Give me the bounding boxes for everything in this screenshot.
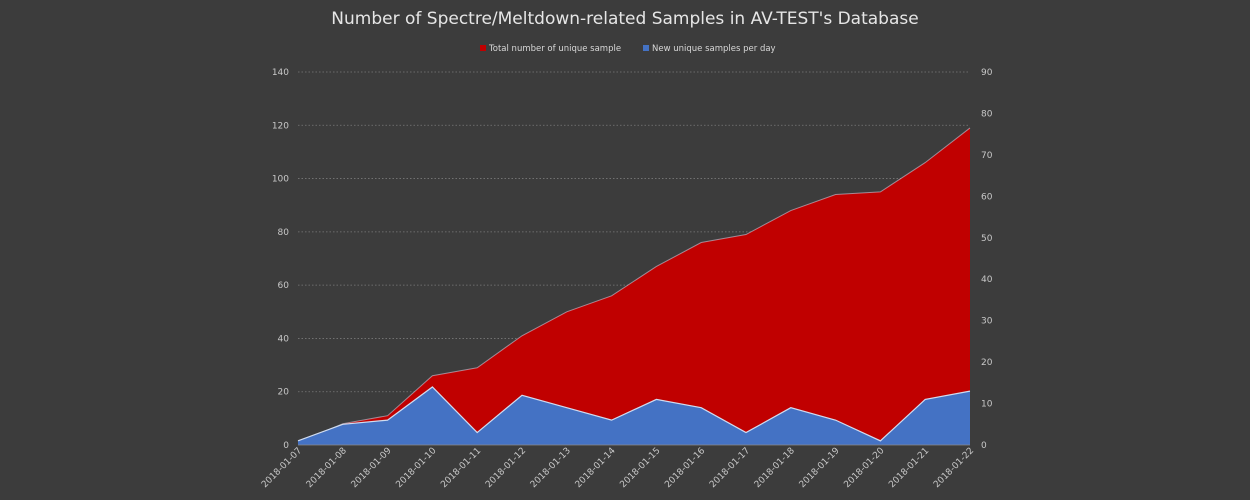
right-tick-label: 70 (981, 151, 993, 161)
x-tick-label: 2018-01-18 (753, 446, 797, 490)
x-tick-label: 2018-01-10 (394, 446, 438, 490)
right-tick-label: 30 (981, 317, 993, 327)
left-tick-label: 0 (283, 441, 289, 451)
right-tick-label: 20 (981, 358, 993, 368)
left-axis: 0 20 40 60 80 100 120 140 (272, 68, 289, 451)
plot-area (297, 127, 971, 446)
right-tick-label: 90 (981, 68, 993, 78)
x-tick-label: 2018-01-21 (887, 446, 931, 490)
left-tick-label: 120 (272, 121, 289, 131)
right-tick-label: 0 (981, 441, 987, 451)
right-tick-label: 40 (981, 275, 993, 285)
right-tick-label: 50 (981, 234, 993, 244)
series-total-area (298, 127, 970, 445)
legend-swatch-total (480, 45, 486, 51)
right-tick-label: 60 (981, 192, 993, 202)
left-tick-label: 60 (278, 281, 290, 291)
x-tick-label: 2018-01-17 (708, 446, 752, 490)
right-axis: 0 10 20 30 40 50 60 70 80 90 (981, 68, 993, 451)
legend-swatch-daily (643, 45, 649, 51)
legend-label-total: Total number of unique sample (488, 44, 621, 54)
x-tick-label: 2018-01-08 (305, 446, 349, 490)
left-tick-label: 140 (272, 68, 289, 78)
series-total-line (297, 127, 971, 443)
x-tick-label: 2018-01-22 (932, 446, 976, 490)
x-tick-label: 2018-01-11 (439, 446, 483, 490)
x-tick-label: 2018-01-16 (663, 446, 707, 490)
series-daily-area (298, 386, 970, 445)
left-tick-label: 20 (278, 388, 290, 398)
x-tick-label: 2018-01-15 (618, 446, 662, 490)
x-tick-label: 2018-01-12 (484, 446, 528, 490)
x-tick-label: 2018-01-19 (798, 446, 842, 490)
x-axis: 2018-01-07 2018-01-08 2018-01-09 2018-01-10… (260, 446, 976, 490)
right-tick-label: 10 (981, 400, 993, 410)
left-tick-label: 100 (272, 175, 289, 185)
x-tick-label: 2018-01-07 (260, 446, 304, 490)
x-tick-label: 2018-01-09 (350, 446, 394, 490)
series-daily-line (297, 386, 971, 442)
legend-label-daily: New unique samples per day (652, 44, 776, 54)
x-tick-label: 2018-01-13 (529, 446, 573, 490)
x-tick-label: 2018-01-14 (574, 446, 618, 490)
legend: Total number of unique sample New unique… (480, 44, 776, 54)
x-tick-label: 2018-01-20 (842, 446, 886, 490)
right-tick-label: 80 (981, 109, 993, 119)
left-tick-label: 40 (278, 334, 290, 344)
chart-title: Number of Spectre/Meltdown-related Sampl… (331, 9, 918, 29)
left-tick-label: 80 (278, 228, 290, 238)
